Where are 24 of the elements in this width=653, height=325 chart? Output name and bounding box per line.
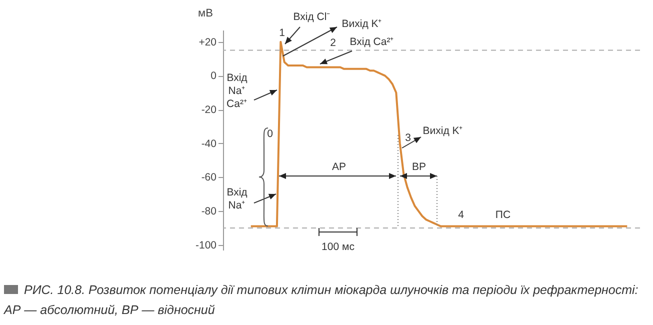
y-tick-label: -100 <box>195 239 217 252</box>
text: Вхід Na⁺ <box>226 186 248 212</box>
annotation: 100 мс <box>322 240 354 253</box>
annotation: 1 <box>279 26 286 39</box>
annotation: 0 <box>267 128 274 140</box>
text: Вихід K⁺ <box>342 18 382 30</box>
annotation: ВР <box>412 160 426 173</box>
y-tick-label: -20 <box>201 104 217 116</box>
annotation: Вихід K⁺ <box>422 124 464 137</box>
y-tick-label: -40 <box>201 138 217 150</box>
y-tick-label: -60 <box>201 172 217 184</box>
y-tick-label: -80 <box>201 206 217 218</box>
annotation: ПС <box>495 208 511 221</box>
y-tick-label: 0 <box>210 70 217 82</box>
annotation: 4 <box>458 208 464 221</box>
annotation: Вхід Ca²⁺ <box>350 36 394 48</box>
text: Вхід Cl⁻ <box>293 10 331 23</box>
annotation: 3 <box>405 132 412 144</box>
annotation: АР <box>332 160 346 173</box>
y-axis-title: мВ <box>198 8 213 20</box>
y-tick-label: +20 <box>198 36 217 48</box>
annotation: 2 <box>330 36 336 49</box>
text: РИС. 10.8. Розвиток потенціалу дії типових клітин міокарда шлуночків та періоди їх рефрактерності: АР — абсолютний, ВР — відносний <box>4 283 638 317</box>
text: Вхід Na⁺ Ca²⁺ <box>226 72 248 110</box>
